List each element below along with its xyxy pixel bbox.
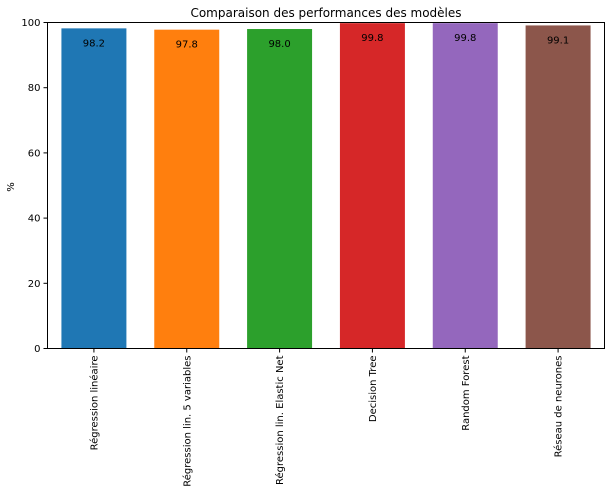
y-tick-label: 100 (21, 18, 40, 29)
x-tick-label: Régression linéaire (88, 356, 100, 451)
bar-value-label: 98.0 (268, 39, 290, 50)
x-tick-label: Random Forest (461, 355, 472, 430)
y-axis-label: % (6, 182, 17, 192)
x-tick-label: Régression lin. Elastic Net (274, 355, 286, 485)
bar-value-label: 99.8 (361, 33, 383, 44)
y-tick-label: 20 (28, 279, 41, 290)
plot-frame (47, 22, 605, 349)
chart-title: Comparaison des performances des modèles (190, 6, 461, 20)
bar (61, 28, 127, 349)
bar (247, 29, 313, 349)
y-tick-label: 40 (28, 214, 41, 225)
y-tick-label: 0 (34, 344, 40, 355)
bar-value-label: 97.8 (176, 40, 198, 51)
x-axis: Régression linéaire Régression lin. 5 var… (88, 348, 565, 487)
bar-value-label: 99.8 (454, 33, 476, 44)
bar (154, 29, 220, 349)
y-tick-label: 80 (28, 83, 41, 94)
y-tick-label: 60 (28, 148, 41, 159)
bar-value-label: 99.1 (547, 35, 569, 46)
x-tick-label: Decision Tree (368, 356, 379, 423)
bar-value-label: 98.2 (83, 38, 105, 49)
bar (525, 25, 591, 349)
bar-value-labels: 98.2 97.8 98.0 99.8 99.8 99.1 (83, 33, 569, 51)
y-axis: 0 20 40 60 80 100 (21, 18, 48, 355)
x-tick-label: Régression lin. 5 variables (181, 356, 193, 487)
bars-group (61, 23, 591, 349)
bar (432, 23, 498, 349)
x-tick-label: Réseau de neurones (553, 356, 565, 458)
bar (339, 23, 405, 349)
